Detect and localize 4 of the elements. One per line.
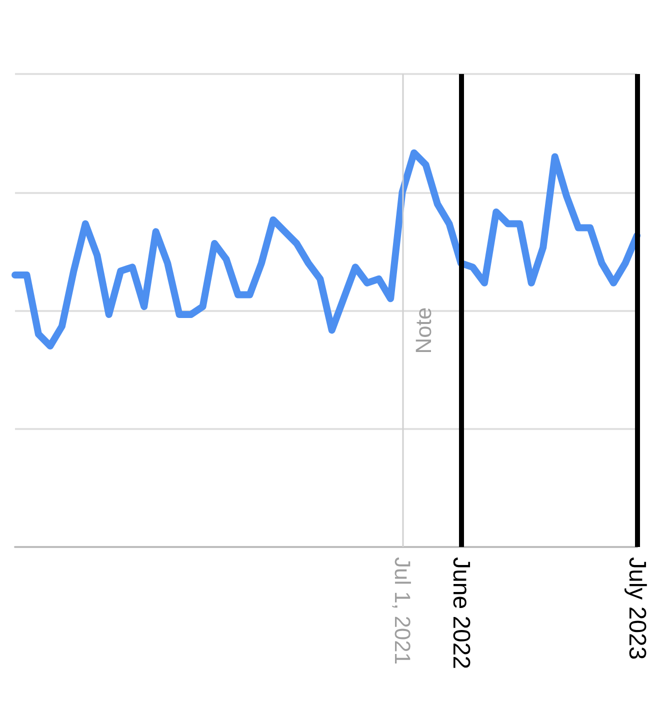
x-tick-label: July 2023 [624, 557, 650, 660]
ref-line-label: Note [410, 307, 436, 354]
x-tick-label: June 2022 [447, 557, 474, 670]
x-tick-label: Jul 1, 2021 [390, 557, 415, 665]
